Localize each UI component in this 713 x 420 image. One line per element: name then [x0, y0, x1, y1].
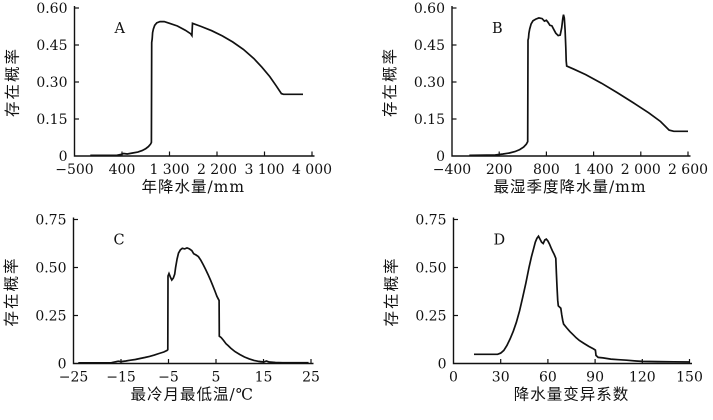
- x-tick-label: −500: [55, 162, 93, 178]
- x-tick-label: 120: [629, 370, 656, 386]
- y-axis-title: 存在概率: [381, 47, 399, 117]
- x-tick-label: 90: [586, 370, 604, 386]
- panel-letter-C: C: [114, 233, 125, 249]
- y-tick-label: 0.60: [36, 1, 67, 17]
- panel-B: −400 200 800 1 400 2 000 2 600 0 0.15 0.30 0.45 0.…: [381, 1, 708, 196]
- x-tick-label: 400: [109, 162, 136, 178]
- x-tick-label: 2 200: [197, 162, 237, 178]
- x-tick-label: 25: [302, 370, 320, 386]
- curve-D: [474, 234, 690, 363]
- axis-spines: [73, 6, 315, 157]
- x-tick-label: 1 400: [574, 162, 614, 178]
- x-axis-title: 最冷月最低温/℃: [130, 386, 254, 404]
- x-tick-label: 0: [449, 370, 458, 386]
- panel-letter-A: A: [114, 21, 126, 37]
- x-tick-label: 200: [486, 162, 513, 178]
- y-tick-label: 0.50: [415, 261, 446, 277]
- panel-letter-B: B: [492, 21, 503, 37]
- y-tick-label: 0.25: [415, 309, 446, 325]
- axis-spines: [72, 217, 314, 365]
- panel-A: −500 400 1 300 2 200 3 100 4 000 0 0.15 0.30 0.45…: [4, 1, 333, 196]
- x-tick-label: −15: [106, 370, 136, 386]
- y-tick-label: 0.45: [414, 38, 445, 54]
- y-tick-label: 0.25: [35, 309, 66, 325]
- curve-B: [469, 14, 688, 157]
- y-tick-label: 0.30: [36, 75, 67, 91]
- curve-A: [90, 20, 303, 157]
- y-tick-label: 0: [59, 149, 68, 165]
- y-tick-label: 0: [438, 357, 447, 373]
- panel-letter-D: D: [494, 233, 506, 249]
- y-tick-label: 0: [436, 149, 445, 165]
- x-tick-label: 800: [533, 162, 560, 178]
- y-tick-label: 0.50: [35, 261, 66, 277]
- curve-C: [78, 246, 309, 364]
- x-tick-label: 2 600: [668, 162, 708, 178]
- axis-spines: [451, 6, 691, 157]
- x-tick-label: −25: [59, 370, 89, 386]
- y-tick-label: 0.30: [414, 75, 445, 91]
- y-tick-label: 0.15: [36, 112, 67, 128]
- panel-C: −25 −15 −5 5 15 25 0 0.25 0.50 0.75 C 最冷月最低温/℃ 存在概率: [3, 213, 320, 404]
- y-tick-label: 0: [58, 357, 67, 373]
- panel-D: 0 30 60 90 120 150 0 0.25 0.50 0.75 D 降水量变异系数 存在概率: [383, 213, 703, 404]
- x-axis-title: 最湿季度降水量/mm: [493, 178, 646, 196]
- x-tick-label: −5: [158, 370, 179, 386]
- x-axis-title: 降水量变异系数: [514, 386, 630, 404]
- x-tick-label: −400: [433, 162, 471, 178]
- y-axis-title: 存在概率: [3, 256, 21, 326]
- x-tick-label: 2 000: [621, 162, 661, 178]
- y-tick-label: 0.45: [36, 38, 67, 54]
- x-tick-label: 150: [676, 370, 703, 386]
- x-axis-title: 年降水量/mm: [141, 178, 245, 196]
- y-tick-label: 0.75: [415, 213, 446, 229]
- axis-spines: [452, 217, 692, 365]
- y-tick-label: 0.15: [414, 112, 445, 128]
- x-tick-label: 4 000: [292, 162, 332, 178]
- y-axis-title: 存在概率: [4, 47, 22, 117]
- x-tick-label: 1 300: [149, 162, 189, 178]
- y-axis-title: 存在概率: [383, 256, 401, 326]
- x-tick-label: 60: [539, 370, 557, 386]
- y-tick-label: 0.60: [414, 1, 445, 17]
- x-tick-label: 15: [255, 370, 273, 386]
- x-tick-label: 3 100: [244, 162, 284, 178]
- x-tick-label: 30: [492, 370, 510, 386]
- x-tick-label: 5: [212, 370, 221, 386]
- y-tick-label: 0.75: [35, 213, 66, 229]
